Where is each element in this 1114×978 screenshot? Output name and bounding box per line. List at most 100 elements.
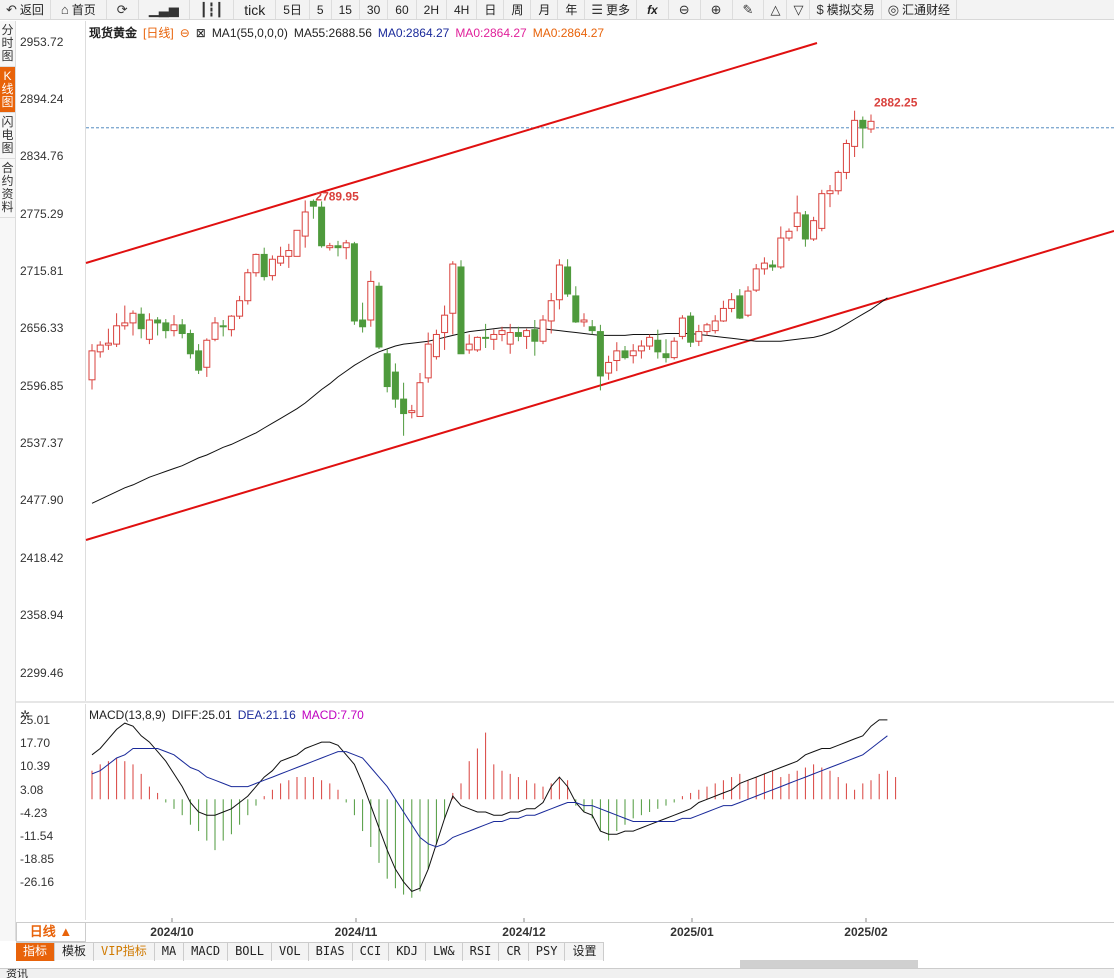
tick-button[interactable]: tick	[234, 0, 277, 19]
indicator-tab-13[interactable]: PSY	[529, 943, 566, 961]
ma-settings-icon[interactable]: ⊠	[195, 25, 206, 40]
indicator-tab-3[interactable]: MA	[155, 943, 185, 961]
candle-body	[277, 255, 285, 264]
price-tick-label: 2299.46	[20, 665, 64, 680]
candle-body	[539, 319, 547, 342]
draw-button[interactable]: ✎	[733, 0, 765, 19]
bar-chart-button[interactable]: ▁▃▅	[139, 0, 190, 19]
candle-body	[227, 315, 235, 331]
side-tab-timeshare[interactable]: 分时图	[0, 21, 15, 67]
home-button[interactable]: ⌂ 首页	[51, 0, 107, 19]
chart-canvas[interactable]: 2789.95 2882.25	[0, 0, 1114, 940]
zoom-in-button[interactable]: ⊕	[701, 0, 733, 19]
candle-body	[728, 299, 736, 309]
macd-dea-line	[91, 735, 888, 848]
candle-body	[744, 290, 752, 316]
candle-body	[244, 272, 252, 302]
indicator-tab-0[interactable]: 指标	[16, 943, 56, 961]
x-tick-label: 2024/10	[150, 925, 194, 939]
refresh-button[interactable]: ⟳	[107, 0, 139, 19]
candle-body	[449, 263, 457, 314]
candle-body	[178, 324, 186, 335]
price-tick-label: 2953.72	[20, 34, 64, 49]
candle-body	[523, 330, 531, 337]
period-selector[interactable]: 日线 ▲	[16, 922, 86, 942]
candle-body	[137, 313, 145, 330]
candle-body	[236, 300, 244, 317]
high-annotation-2: 2882.25	[874, 95, 918, 109]
candle-body	[342, 242, 350, 249]
candle-body	[465, 343, 473, 351]
zoom-out-button[interactable]: ⊖	[669, 0, 701, 19]
candle-body	[154, 319, 162, 324]
candle-body	[129, 312, 137, 324]
triangle-up-button[interactable]: △	[764, 0, 788, 19]
indicator-tab-9[interactable]: KDJ	[389, 943, 426, 961]
candle-body	[547, 300, 555, 322]
candle-body	[596, 331, 604, 377]
sim-trade-button[interactable]: $ 模拟交易	[810, 0, 882, 19]
period-tag[interactable]: [日线]	[143, 26, 174, 40]
period-button-9[interactable]: 月	[531, 0, 559, 19]
side-tab-kline[interactable]: K线图	[0, 67, 15, 113]
macd-tick-label: 3.08	[20, 782, 44, 797]
side-tab-contract[interactable]: 合约资料	[0, 159, 15, 218]
period-button-3[interactable]: 30	[360, 0, 389, 19]
candle-body	[826, 190, 834, 195]
candle-body	[654, 339, 662, 353]
indicator-settings-icon[interactable]: ✲	[20, 708, 31, 722]
period-button-4[interactable]: 60	[388, 0, 417, 19]
indicator-tab-12[interactable]: CR	[499, 943, 529, 961]
candle-body	[252, 253, 260, 274]
back-button[interactable]: ↶ 返回	[0, 0, 51, 19]
period-button-6[interactable]: 4H	[447, 0, 478, 19]
candle-body	[793, 212, 801, 227]
candle-body	[334, 245, 342, 249]
period-button-7[interactable]: 日	[477, 0, 505, 19]
candle-body	[121, 322, 129, 327]
candle-body	[104, 342, 112, 346]
macd-legend: MACD(13,8,9) DIFF:25.01 DEA:21.16 MACD:7…	[89, 708, 364, 722]
candle-body	[359, 319, 367, 328]
period-button-2[interactable]: 15	[332, 0, 360, 19]
candle-body	[580, 319, 588, 323]
period-button-0[interactable]: 5日	[276, 0, 310, 19]
candle-chart-button[interactable]: ┃┇┃	[190, 0, 235, 19]
candle-body	[621, 350, 629, 359]
ma55-value: MA55:2688.56	[293, 25, 372, 40]
side-tabs: 分时图 K线图 闪电图 合约资料	[0, 21, 16, 941]
candle-body	[867, 120, 875, 130]
period-button-10[interactable]: 年	[558, 0, 586, 19]
period-button-5[interactable]: 2H	[417, 0, 447, 19]
candle-body	[162, 322, 170, 332]
candle-body	[769, 264, 777, 268]
formula-button[interactable]: fx	[637, 0, 669, 19]
indicator-tab-8[interactable]: CCI	[353, 943, 390, 961]
candle-body	[186, 333, 194, 355]
candle-body	[531, 329, 539, 342]
indicator-tab-2[interactable]: VIP指标	[94, 943, 155, 961]
macd-tick-label: -11.54	[20, 828, 54, 843]
indicator-tab-4[interactable]: MACD	[184, 943, 229, 961]
indicator-tab-6[interactable]: VOL	[272, 943, 309, 961]
brand-button[interactable]: ◎ 汇通财经	[882, 0, 958, 19]
macd-diff-line	[91, 719, 888, 892]
price-tick-label: 2834.76	[20, 149, 64, 164]
indicator-tab-10[interactable]: LW&	[426, 943, 463, 961]
horizontal-scrollbar[interactable]	[740, 960, 918, 968]
candle-body	[834, 171, 842, 192]
indicator-tab-7[interactable]: BIAS	[309, 943, 353, 961]
side-tab-flash[interactable]: 闪电图	[0, 113, 15, 159]
refresh-icon: ⟳	[116, 1, 128, 17]
triangle-down-button[interactable]: ▽	[787, 0, 811, 19]
more-button[interactable]: ☰ 更多	[585, 0, 638, 19]
indicator-tab-5[interactable]: BOLL	[228, 943, 272, 961]
period-button-8[interactable]: 周	[504, 0, 532, 19]
indicator-tab-1[interactable]: 模板	[55, 943, 95, 961]
collapse-icon[interactable]: ⊖	[179, 25, 190, 40]
candle-body	[457, 266, 465, 355]
dollar-icon: $	[816, 1, 824, 17]
indicator-tab-14[interactable]: 设置	[565, 943, 605, 961]
period-button-1[interactable]: 5	[310, 0, 332, 19]
indicator-tab-11[interactable]: RSI	[463, 943, 500, 961]
